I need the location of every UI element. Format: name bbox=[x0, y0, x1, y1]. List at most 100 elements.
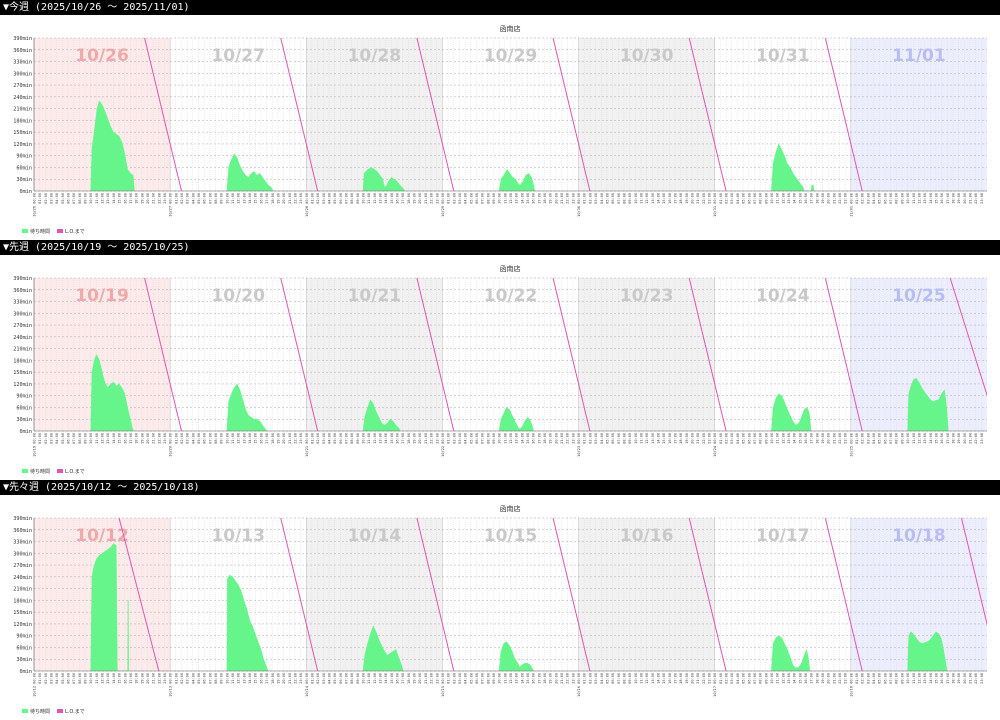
x-tick-label: 11:00 bbox=[231, 193, 235, 204]
x-tick-label: 21:00 bbox=[968, 673, 972, 684]
x-tick-label: 13:00 bbox=[515, 433, 519, 444]
x-tick-label: 18:00 bbox=[543, 433, 547, 444]
y-tick-label: 120min bbox=[13, 382, 32, 388]
x-tick-label: 10/18 00:00 bbox=[849, 673, 853, 697]
legend-swatch bbox=[57, 709, 63, 713]
wait-time-chart: 函南店 0min 30min 60min 90min 120min 150min 180min… bbox=[13, 264, 987, 475]
x-tick-label: 21:00 bbox=[288, 673, 292, 684]
x-tick-label: 21:00 bbox=[560, 193, 564, 204]
week-header[interactable]: ▼先週 (2025/10/19 ～ 2025/10/25) bbox=[0, 240, 1000, 255]
x-tick-label: 18:00 bbox=[679, 433, 683, 444]
x-tick-label: 14:00 bbox=[112, 193, 116, 204]
x-tick-label: 15:00 bbox=[662, 673, 666, 684]
x-tick-label: 19:00 bbox=[957, 673, 961, 684]
x-tick-label: 12:00 bbox=[645, 673, 649, 684]
wait-time-chart: 函南店 0min 30min 60min 90min 120min 150min 180min… bbox=[13, 24, 987, 235]
x-tick-label: 10:00 bbox=[89, 673, 93, 684]
x-tick-label: 14:00 bbox=[248, 673, 252, 684]
x-tick-label: 13:00 bbox=[515, 673, 519, 684]
x-tick-label: 22:00 bbox=[974, 673, 978, 684]
x-tick-label: 18:00 bbox=[407, 673, 411, 684]
x-tick-label: 17:00 bbox=[129, 433, 133, 444]
x-tick-label: 18:00 bbox=[271, 433, 275, 444]
x-tick-label: 20:00 bbox=[963, 433, 967, 444]
x-tick-label: 19:00 bbox=[140, 193, 144, 204]
y-tick-label: 360min bbox=[13, 288, 32, 294]
x-tick-label: 20:00 bbox=[691, 673, 695, 684]
x-tick-label: 18:00 bbox=[407, 433, 411, 444]
x-tick-label: 02:00 bbox=[725, 673, 729, 684]
x-tick-label: 22:00 bbox=[430, 193, 434, 204]
y-tick-label: 240min bbox=[13, 95, 32, 101]
x-tick-label: 14:00 bbox=[793, 433, 797, 444]
x-tick-label: 22:00 bbox=[702, 193, 706, 204]
y-tick-label: 330min bbox=[13, 540, 32, 546]
x-tick-label: 03:00 bbox=[594, 673, 598, 684]
lo-line bbox=[688, 518, 727, 671]
legend-label: 待ち時間 bbox=[30, 228, 50, 235]
x-tick-label: 19:00 bbox=[685, 673, 689, 684]
x-tick-label: 09:00 bbox=[492, 193, 496, 204]
x-tick-label: 20:00 bbox=[282, 673, 286, 684]
x-tick-label: 19:00 bbox=[413, 193, 417, 204]
x-tick-label: 07:00 bbox=[344, 673, 348, 684]
day-label: 10/26 bbox=[75, 46, 129, 66]
x-tick-label: 16:00 bbox=[532, 433, 536, 444]
x-tick-label: 03:00 bbox=[866, 193, 870, 204]
x-tick-label: 15:00 bbox=[118, 433, 122, 444]
wait-time-area bbox=[498, 641, 535, 671]
chart-title: 函南店 bbox=[500, 24, 521, 33]
x-tick-label: 07:00 bbox=[889, 193, 893, 204]
x-tick-label: 16:00 bbox=[396, 433, 400, 444]
x-tick-label: 19:00 bbox=[276, 433, 280, 444]
x-tick-label: 15:00 bbox=[662, 193, 666, 204]
x-tick-label: 17:00 bbox=[674, 193, 678, 204]
x-tick-label: 06:00 bbox=[475, 193, 479, 204]
x-tick-label: 14:00 bbox=[248, 433, 252, 444]
x-tick-label: 18:00 bbox=[407, 193, 411, 204]
x-tick-label: 02:00 bbox=[861, 193, 865, 204]
x-tick-label: 21:00 bbox=[968, 193, 972, 204]
x-tick-label: 01:00 bbox=[174, 673, 178, 684]
x-tick-label: 02:00 bbox=[861, 433, 865, 444]
y-tick-label: 0min bbox=[20, 669, 33, 675]
x-tick-label: 20:00 bbox=[146, 673, 150, 684]
x-tick-label: 20:00 bbox=[963, 673, 967, 684]
x-tick-label: 05:00 bbox=[878, 433, 882, 444]
x-tick-label: 01:00 bbox=[38, 193, 42, 204]
week-header[interactable]: ▼先々週 (2025/10/12 ～ 2025/10/18) bbox=[0, 480, 1000, 495]
plot-area bbox=[90, 38, 863, 191]
x-tick-label: 19:00 bbox=[276, 193, 280, 204]
x-tick-label: 14:00 bbox=[384, 433, 388, 444]
x-tick-label: 05:00 bbox=[61, 673, 65, 684]
x-tick-label: 07:00 bbox=[481, 433, 485, 444]
wait-time-area bbox=[226, 153, 274, 191]
x-tick-label: 12:00 bbox=[237, 673, 241, 684]
chart-title: 函南店 bbox=[500, 264, 521, 273]
x-tick-label: 10:00 bbox=[362, 673, 366, 684]
x-tick-label: 06:00 bbox=[475, 673, 479, 684]
x-tick-label: 13:00 bbox=[106, 673, 110, 684]
x-tick-label: 19:00 bbox=[685, 433, 689, 444]
x-tick-label: 12:00 bbox=[917, 433, 921, 444]
x-tick-label: 06:00 bbox=[203, 193, 207, 204]
x-tick-label: 03:00 bbox=[186, 433, 190, 444]
day-label: 10/17 bbox=[756, 526, 810, 546]
x-tick-label: 21:00 bbox=[424, 433, 428, 444]
x-tick-label: 02:00 bbox=[452, 433, 456, 444]
x-tick-label: 16:00 bbox=[804, 673, 808, 684]
x-tick-label: 06:00 bbox=[611, 673, 615, 684]
x-tick-label: 05:00 bbox=[469, 193, 473, 204]
y-tick-label: 120min bbox=[13, 142, 32, 148]
x-tick-label: 17:00 bbox=[674, 433, 678, 444]
week-section-last-week: ▼先週 (2025/10/19 ～ 2025/10/25) 函南店 0min 30m… bbox=[0, 240, 1000, 480]
week-header[interactable]: ▼今週 (2025/10/26 ～ 2025/11/01) bbox=[0, 0, 1000, 15]
x-tick-label: 11:00 bbox=[95, 433, 99, 444]
x-tick-label: 16:00 bbox=[123, 673, 127, 684]
x-tick-label: 23:00 bbox=[844, 673, 848, 684]
x-tick-label: 22:00 bbox=[838, 673, 842, 684]
x-tick-label: 18:00 bbox=[271, 193, 275, 204]
x-tick-label: 10:00 bbox=[362, 433, 366, 444]
y-tick-label: 300min bbox=[13, 551, 32, 557]
x-tick-label: 16:00 bbox=[668, 433, 672, 444]
